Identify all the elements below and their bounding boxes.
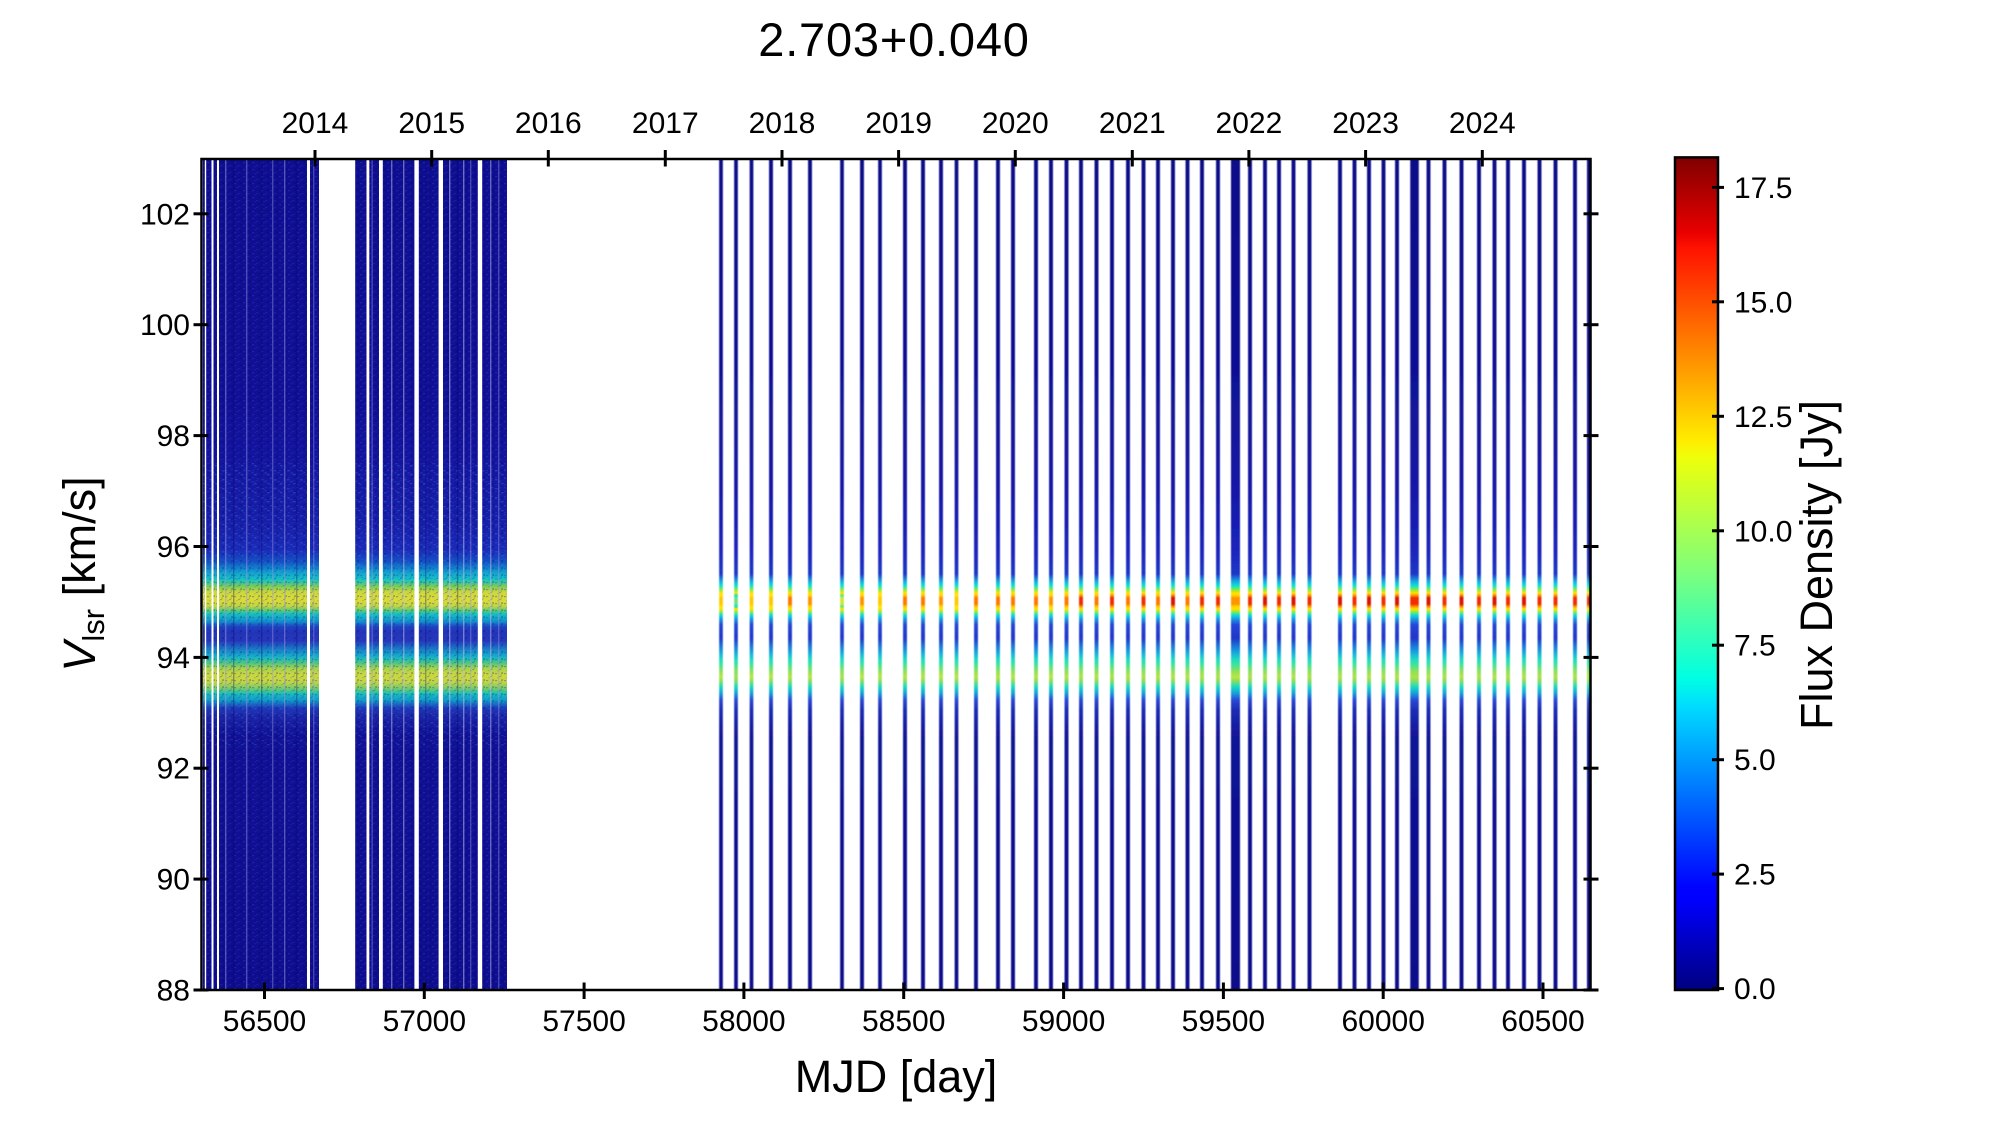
svg-text:2.703+0.040: 2.703+0.040 [758, 13, 1029, 66]
svg-text:MJD [day]: MJD [day] [795, 1051, 998, 1102]
svg-text:96: 96 [157, 531, 190, 564]
svg-text:2024: 2024 [1449, 107, 1516, 140]
svg-text:56500: 56500 [223, 1005, 306, 1038]
svg-text:7.5: 7.5 [1734, 630, 1776, 663]
svg-text:12.5: 12.5 [1734, 401, 1792, 434]
svg-text:2021: 2021 [1099, 107, 1166, 140]
svg-text:94: 94 [157, 642, 190, 675]
svg-text:2022: 2022 [1216, 107, 1283, 140]
svg-text:60000: 60000 [1341, 1005, 1424, 1038]
svg-text:2020: 2020 [982, 107, 1049, 140]
svg-text:2.5: 2.5 [1734, 859, 1776, 892]
svg-text:90: 90 [157, 864, 190, 897]
svg-text:59500: 59500 [1182, 1005, 1265, 1038]
svg-text:17.5: 17.5 [1734, 172, 1792, 205]
svg-text:2017: 2017 [632, 107, 699, 140]
svg-text:2019: 2019 [865, 107, 932, 140]
svg-text:57000: 57000 [383, 1005, 466, 1038]
svg-text:10.0: 10.0 [1734, 515, 1792, 548]
svg-text:Vlsr [km/s]: Vlsr [km/s] [54, 476, 111, 671]
svg-text:58000: 58000 [702, 1005, 785, 1038]
svg-text:2015: 2015 [398, 107, 465, 140]
svg-text:100: 100 [140, 309, 190, 342]
svg-text:98: 98 [157, 420, 190, 453]
svg-text:15.0: 15.0 [1734, 286, 1792, 319]
svg-text:88: 88 [157, 975, 190, 1008]
svg-text:60500: 60500 [1501, 1005, 1584, 1038]
svg-text:2018: 2018 [749, 107, 816, 140]
svg-text:92: 92 [157, 753, 190, 786]
svg-text:0.0: 0.0 [1734, 973, 1776, 1006]
svg-text:5.0: 5.0 [1734, 744, 1776, 777]
svg-text:2014: 2014 [282, 107, 349, 140]
svg-text:57500: 57500 [542, 1005, 625, 1038]
svg-text:102: 102 [140, 198, 190, 231]
svg-text:58500: 58500 [862, 1005, 945, 1038]
svg-text:2016: 2016 [515, 107, 582, 140]
svg-text:Flux Density [Jy]: Flux Density [Jy] [1791, 400, 1842, 730]
svg-text:59000: 59000 [1022, 1005, 1105, 1038]
svg-text:2023: 2023 [1332, 107, 1399, 140]
